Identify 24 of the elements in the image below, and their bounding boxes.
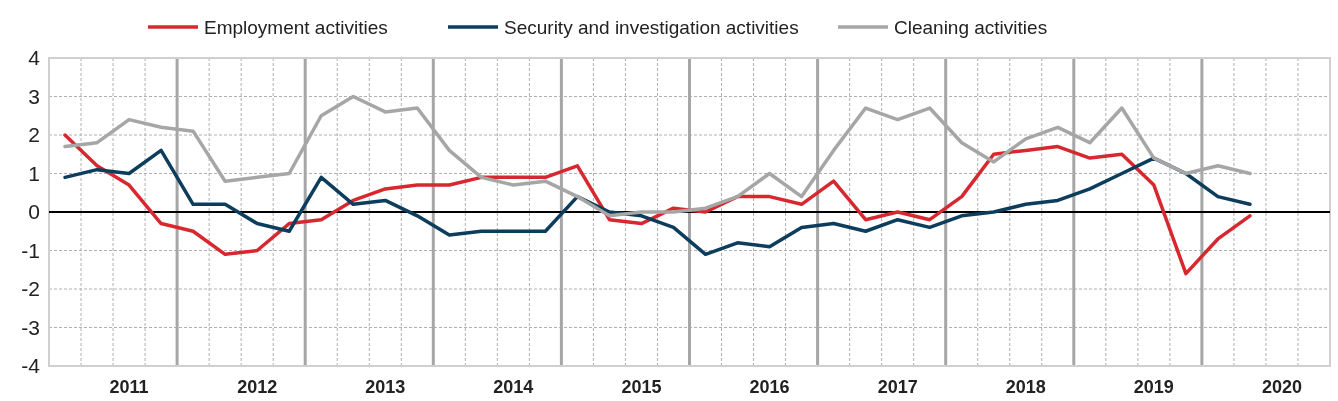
y-tick-label: -4 — [21, 354, 41, 378]
x-tick-label: 2012 — [237, 377, 278, 397]
y-tick-label: 0 — [28, 200, 40, 224]
x-tick-label: 2019 — [1133, 377, 1174, 397]
x-tick-label: 2013 — [365, 377, 406, 397]
y-tick-label: 1 — [28, 161, 40, 185]
x-tick-label: 2018 — [1005, 377, 1046, 397]
legend-label: Cleaning activities — [894, 16, 1048, 38]
legend-label: Security and investigation activities — [504, 16, 799, 38]
y-tick-label: 4 — [28, 46, 41, 70]
x-tick-label: 2015 — [621, 377, 662, 397]
line-series — [63, 148, 1252, 257]
line-series — [63, 133, 1252, 276]
y-tick-label: -3 — [21, 315, 40, 339]
y-tick-label: -2 — [21, 277, 40, 301]
legend-label: Employment activities — [204, 16, 388, 38]
y-tick-label: -1 — [21, 238, 40, 262]
y-tick-label: 2 — [28, 123, 40, 147]
x-tick-label: 2011 — [109, 377, 149, 397]
x-tick-label: 2020 — [1261, 377, 1302, 397]
y-tick-label: 3 — [28, 84, 40, 108]
x-tick-label: 2014 — [493, 377, 534, 397]
x-tick-label: 2017 — [877, 377, 918, 397]
x-tick-label: 2016 — [749, 377, 790, 397]
